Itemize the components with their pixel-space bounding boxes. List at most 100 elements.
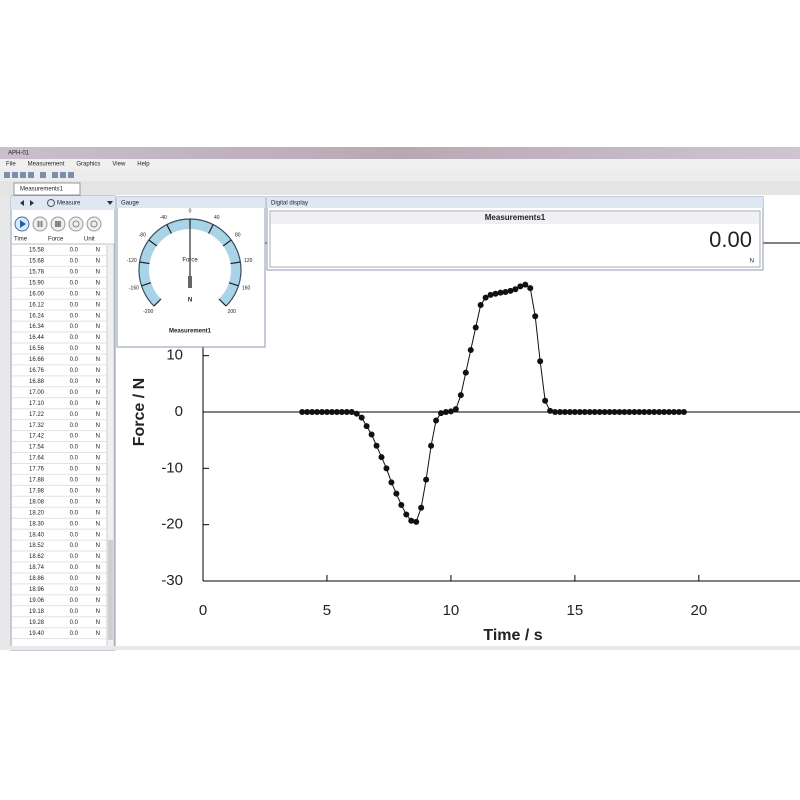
table-cell: N (96, 543, 100, 549)
measure-header (11, 196, 115, 210)
y-tick-label: -30 (161, 572, 183, 589)
table-cell: 19.06 (29, 598, 45, 604)
gauge-tick-label: -80 (139, 233, 146, 239)
table-cell: N (96, 532, 100, 538)
table-cell: 18.40 (29, 532, 45, 538)
table-cell: 18.08 (29, 499, 45, 505)
data-point (646, 409, 653, 415)
x-tick-label: 20 (690, 602, 707, 619)
data-point (621, 409, 628, 415)
table-cell: 18.62 (29, 554, 45, 560)
tab-label[interactable]: Measurements1 (20, 187, 64, 193)
table-cell: 0.0 (70, 412, 79, 418)
menu-item[interactable]: View (112, 162, 126, 168)
data-point (462, 369, 469, 376)
table-cell: N (96, 302, 100, 308)
data-point (442, 409, 449, 415)
table-cell: N (96, 379, 100, 385)
data-point (626, 409, 633, 415)
gauge-tick-label: 120 (244, 258, 253, 264)
table-cell: 17.00 (29, 390, 45, 396)
toolbar (0, 169, 800, 181)
digital-unit: N (750, 259, 754, 265)
gauge-tick-label: 80 (235, 233, 241, 239)
control-buttons[interactable] (14, 216, 102, 232)
table-cell: 0.0 (70, 445, 79, 451)
data-point (507, 287, 514, 294)
gauge-tick (218, 298, 227, 307)
table-cell: 0.0 (70, 390, 79, 396)
tab[interactable] (13, 182, 81, 196)
gauge-tick-label: 0 (189, 208, 192, 214)
gauge-header (117, 197, 265, 208)
table-cell: 19.28 (29, 620, 45, 626)
menu-item[interactable]: Graphics (76, 162, 100, 168)
table-cell: 15.58 (29, 248, 45, 254)
scroll-thumb[interactable] (108, 540, 113, 640)
data-point (378, 454, 385, 461)
table-cell: N (96, 565, 100, 571)
x-tick-label: 5 (323, 602, 331, 619)
data-point (452, 406, 459, 413)
data-point (542, 397, 549, 404)
data-point (671, 409, 678, 415)
table-cell: N (96, 478, 100, 484)
table-cell: 17.88 (29, 478, 45, 484)
digital-header (267, 197, 763, 208)
table-cell: 0.0 (70, 335, 79, 341)
table-cell: 15.78 (29, 269, 45, 275)
menu-item[interactable]: Help (137, 162, 150, 168)
table-cell: N (96, 499, 100, 505)
menu-item[interactable]: File (6, 162, 16, 168)
menu-item[interactable]: Measurement (28, 162, 65, 168)
gauge-tick (141, 282, 152, 287)
table-cell: 0.0 (70, 313, 79, 319)
data-point (601, 409, 608, 415)
data-point (497, 289, 504, 296)
table-cell: N (96, 554, 100, 560)
data-point (423, 476, 430, 483)
column-header: Time (14, 237, 28, 243)
table-cell: N (96, 291, 100, 297)
title-bar (0, 147, 800, 159)
data-point (651, 409, 658, 415)
table-cell: N (96, 324, 100, 330)
table-cell: 16.56 (29, 346, 45, 352)
table-cell: 0.0 (70, 510, 79, 516)
data-point (522, 281, 529, 288)
table-cell: N (96, 248, 100, 254)
table-cell: 0.0 (70, 291, 79, 297)
measure-radio[interactable] (47, 199, 55, 207)
table-cell: 15.90 (29, 280, 45, 286)
x-tick-label: 0 (199, 602, 207, 619)
x-axis-title: Time / s (483, 627, 542, 644)
data-point (314, 409, 321, 415)
gauge-tick (230, 261, 241, 265)
data-point (457, 392, 464, 399)
gauge-tick-label: -40 (160, 215, 167, 221)
table-cell: 0.0 (70, 357, 79, 363)
table-cell: 0.0 (70, 532, 79, 538)
gauge-name: Measurement1 (169, 329, 212, 335)
data-point (408, 517, 415, 524)
data-point (348, 409, 355, 415)
data-point (611, 409, 618, 415)
gauge-tick-label: 40 (214, 215, 220, 221)
table-cell: 15.68 (29, 259, 45, 265)
data-point (438, 410, 444, 417)
data-point (383, 465, 390, 472)
gauge-tick-label: 200 (228, 309, 237, 315)
data-point (304, 409, 311, 415)
table-cell: 0.0 (70, 379, 79, 385)
table-cell: 0.0 (70, 423, 79, 429)
data-point (552, 409, 559, 415)
table-cell: 16.44 (29, 335, 45, 341)
table-cell: 16.12 (29, 302, 45, 308)
table-cell: N (96, 467, 100, 473)
gauge-tick (153, 298, 162, 307)
data-point (343, 409, 350, 415)
table-cell: 0.0 (70, 631, 79, 637)
table-cell: 0.0 (70, 259, 79, 265)
